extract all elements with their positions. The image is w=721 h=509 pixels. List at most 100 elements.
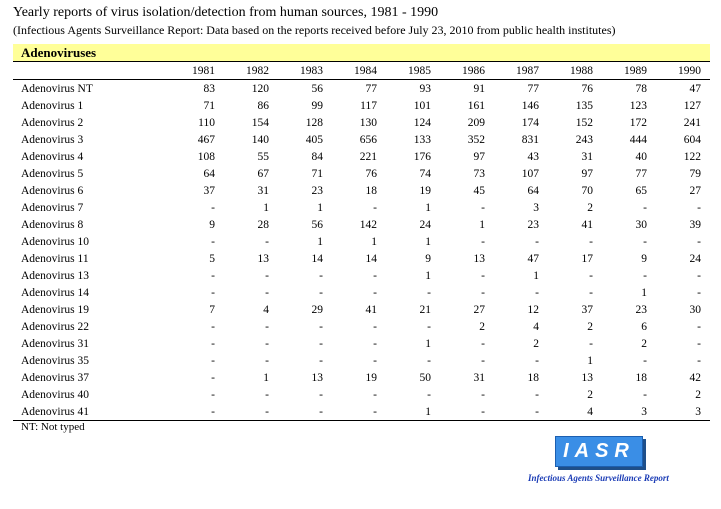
table-cell: -	[373, 388, 377, 401]
table-cell: 110	[198, 116, 215, 129]
table-cell: 172	[629, 116, 647, 129]
row-label: Adenovirus 13	[21, 269, 90, 282]
table-cell: -	[319, 388, 323, 401]
row-label: Adenovirus 14	[21, 286, 90, 299]
table-cell: 2	[695, 388, 701, 401]
table-cell: 444	[629, 133, 647, 146]
year-header-1982: 1982	[224, 62, 278, 80]
table-cell: -	[697, 286, 701, 299]
table-cell: 83	[203, 82, 216, 95]
table-cell: 1	[371, 235, 377, 248]
table-cell: 47	[689, 82, 702, 95]
table-row: Adenovirus 41- - - -1- -4 3 3	[13, 403, 710, 421]
table-cell: 99	[311, 99, 324, 112]
table-cell: -	[589, 269, 593, 282]
table-cell: 3	[533, 201, 539, 214]
table-cell: 73	[473, 167, 486, 180]
table-cell: 2	[587, 201, 593, 214]
table-cell: -	[373, 201, 377, 214]
table-cell: 2	[587, 388, 593, 401]
table-cell: 29	[311, 303, 324, 316]
table-cell: 1	[263, 371, 269, 384]
table-cell: -	[481, 235, 485, 248]
table-cell: 12	[527, 303, 540, 316]
table-cell: 4	[548, 403, 602, 421]
table-cell: 174	[521, 116, 539, 129]
table-cell: 77	[635, 167, 648, 180]
table-cell: 9	[641, 252, 647, 265]
table-cell: 18	[635, 371, 648, 384]
table-cell: 2	[641, 337, 647, 350]
table-cell: 6	[641, 320, 647, 333]
table-cell: 1	[425, 235, 431, 248]
table-cell: 221	[359, 150, 377, 163]
table-cell: -	[427, 286, 431, 299]
table-cell: 142	[359, 218, 377, 231]
table-cell: 127	[683, 99, 701, 112]
table-cell: 27	[473, 303, 486, 316]
table-cell: -	[481, 201, 485, 214]
table-cell: 78	[635, 82, 648, 95]
table-cell: 604	[683, 133, 701, 146]
table-cell: -	[427, 354, 431, 367]
table-cell: 5	[209, 252, 215, 265]
table-cell: -	[224, 403, 278, 421]
table-cell: -	[643, 388, 647, 401]
table-cell: -	[589, 286, 593, 299]
table-cell: 1	[386, 403, 440, 421]
table-cell: -	[589, 337, 593, 350]
table-cell: 41	[365, 303, 378, 316]
table-cell: 70	[581, 184, 594, 197]
table-cell: -	[211, 286, 215, 299]
table-cell: 30	[689, 303, 702, 316]
year-header-1988: 1988	[548, 62, 602, 80]
table-cell: 37	[581, 303, 594, 316]
table-cell: 23	[635, 303, 648, 316]
table-cell: -	[427, 320, 431, 333]
table-cell: -	[265, 269, 269, 282]
table-cell: 67	[257, 167, 270, 180]
table-cell: -	[643, 235, 647, 248]
table-cell: 1	[317, 201, 323, 214]
table-cell: -	[211, 337, 215, 350]
row-label: Adenovirus 3	[21, 133, 84, 146]
row-label: Adenovirus 5	[21, 167, 84, 180]
section-header: Adenoviruses	[13, 44, 710, 62]
table-row: Adenovirus 8 9 28 56 142 24 1 23 41 30 39	[13, 216, 710, 233]
table-cell: 40	[635, 150, 648, 163]
table-cell: 1	[587, 354, 593, 367]
row-label: Adenovirus 4	[21, 150, 84, 163]
table-cell: 122	[683, 150, 701, 163]
row-label: Adenovirus 22	[21, 320, 90, 333]
table-cell: 1	[533, 269, 539, 282]
table-cell: 13	[581, 371, 594, 384]
row-label: Adenovirus 19	[21, 303, 90, 316]
table-cell: 101	[413, 99, 431, 112]
table-cell: 47	[527, 252, 540, 265]
table-cell: 97	[581, 167, 594, 180]
table-cell: -	[170, 403, 224, 421]
table-cell: -	[319, 337, 323, 350]
table-body: Adenovirus NT 83 120 56 77 93 91 77 76 78 47 Adenov…	[13, 80, 710, 421]
table-cell: 55	[257, 150, 270, 163]
table-cell: 19	[419, 184, 432, 197]
table-cell: 133	[413, 133, 431, 146]
table-cell: 154	[251, 116, 269, 129]
table-cell: 86	[257, 99, 270, 112]
table-row: Adenovirus 35 - - - - - - - 1 - -	[13, 352, 710, 369]
table-cell: 13	[257, 252, 270, 265]
table-cell: 65	[635, 184, 648, 197]
table-cell: 27	[689, 184, 702, 197]
table-cell: 30	[635, 218, 648, 231]
table-cell: 2	[479, 320, 485, 333]
table-cell: -	[373, 337, 377, 350]
table-cell: -	[211, 201, 215, 214]
table-cell: 56	[311, 82, 324, 95]
table-cell: -	[643, 201, 647, 214]
table-row: Adenovirus 37 - 1 13 19 50 31 18 13 18 42	[13, 369, 710, 386]
footnote: NT: Not typed	[21, 421, 85, 433]
table-cell: 84	[311, 150, 324, 163]
table-cell: 64	[527, 184, 540, 197]
table-cell: -	[319, 320, 323, 333]
year-header-1984: 1984	[332, 62, 386, 80]
